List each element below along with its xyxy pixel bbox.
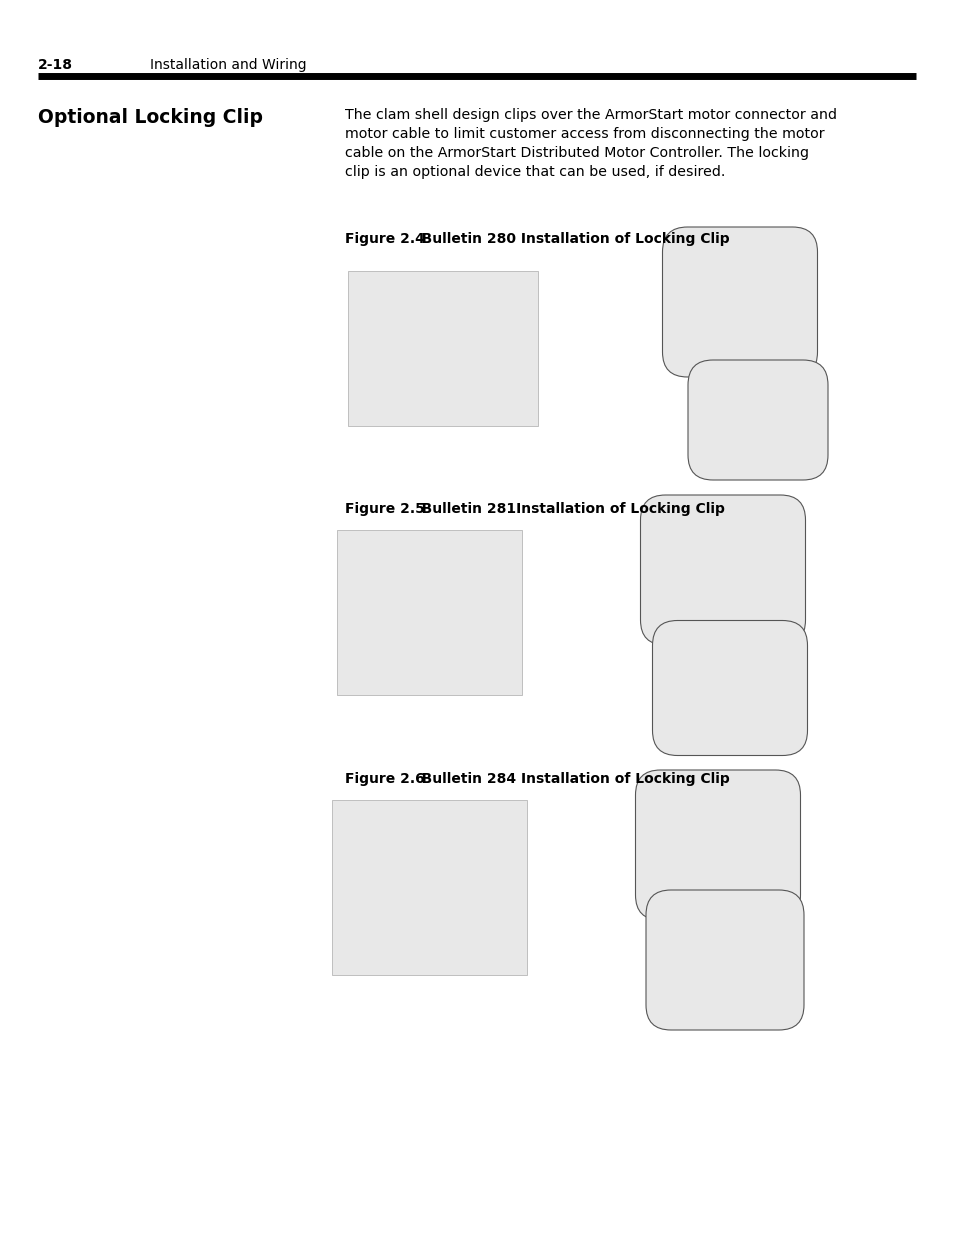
- Text: cable on the ArmorStart Distributed Motor Controller. The locking: cable on the ArmorStart Distributed Moto…: [345, 146, 808, 161]
- FancyBboxPatch shape: [687, 359, 827, 480]
- Text: motor cable to limit customer access from disconnecting the motor: motor cable to limit customer access fro…: [345, 127, 823, 141]
- FancyBboxPatch shape: [661, 227, 817, 377]
- Text: Bulletin 281Installation of Locking Clip: Bulletin 281Installation of Locking Clip: [407, 501, 724, 516]
- Text: The clam shell design clips over the ArmorStart motor connector and: The clam shell design clips over the Arm…: [345, 107, 836, 122]
- Text: clip is an optional device that can be used, if desired.: clip is an optional device that can be u…: [345, 165, 724, 179]
- Text: Bulletin 284 Installation of Locking Clip: Bulletin 284 Installation of Locking Cli…: [407, 772, 729, 785]
- Text: Bulletin 280 Installation of Locking Clip: Bulletin 280 Installation of Locking Cli…: [407, 232, 729, 246]
- Text: Optional Locking Clip: Optional Locking Clip: [38, 107, 263, 127]
- Text: Figure 2.5: Figure 2.5: [345, 501, 424, 516]
- Text: Installation and Wiring: Installation and Wiring: [150, 58, 306, 72]
- FancyBboxPatch shape: [635, 769, 800, 920]
- Bar: [348, 270, 537, 426]
- Text: 2-18: 2-18: [38, 58, 73, 72]
- FancyBboxPatch shape: [652, 620, 806, 756]
- FancyBboxPatch shape: [639, 495, 804, 645]
- Bar: [337, 530, 522, 694]
- Text: Figure 2.4: Figure 2.4: [345, 232, 424, 246]
- Bar: [333, 799, 527, 974]
- Text: Figure 2.6: Figure 2.6: [345, 772, 424, 785]
- FancyBboxPatch shape: [645, 890, 803, 1030]
